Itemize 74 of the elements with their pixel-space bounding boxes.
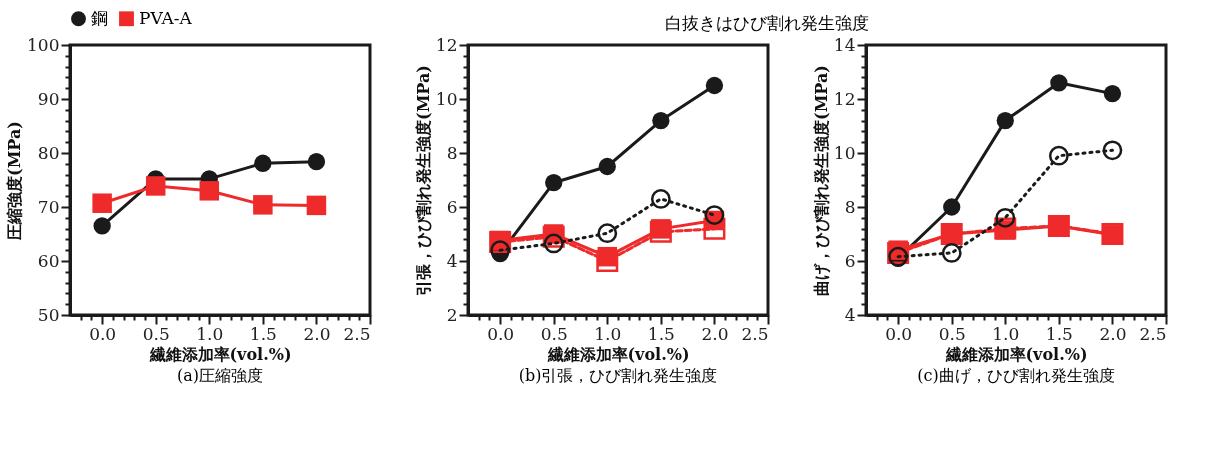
x-tick-label: 2.0	[701, 323, 729, 344]
y-tick-label: 12	[833, 88, 856, 109]
point	[1050, 74, 1068, 92]
y-tick-label: 8	[446, 142, 458, 163]
x-tick-label: 2.5	[741, 323, 769, 344]
x-tick-label: 1.0	[594, 323, 622, 344]
y-tick-label: 8	[844, 196, 856, 217]
y-tick-label: 50	[37, 304, 60, 325]
y-tick-label: 60	[37, 250, 60, 271]
y-tick-label: 6	[446, 196, 458, 217]
point	[705, 76, 724, 95]
legend-label: 鋼	[91, 7, 108, 28]
point	[1103, 84, 1122, 103]
x-tick-label: 0.5	[938, 323, 966, 344]
point	[545, 174, 563, 192]
x-tick-label: 0.0	[885, 323, 913, 344]
point	[1048, 145, 1069, 166]
point	[996, 111, 1014, 130]
y-tick-label: 100	[27, 34, 60, 55]
x-tick-label: 1.5	[647, 323, 675, 344]
legend-label: PVA-A	[139, 7, 193, 28]
y-tick-label: 10	[833, 142, 856, 163]
point	[598, 157, 616, 176]
y-tick-label: 4	[844, 304, 856, 325]
point	[596, 250, 619, 272]
x-tick-label: 1.0	[196, 323, 224, 344]
y-tick-label: 2	[446, 304, 458, 325]
y-tick-label: 12	[435, 34, 458, 55]
point	[307, 153, 326, 171]
point	[543, 233, 564, 254]
point	[93, 217, 111, 235]
point	[943, 198, 961, 216]
point	[253, 195, 273, 215]
text: (a)圧縮強度	[176, 366, 264, 385]
point	[704, 205, 725, 225]
x-tick-label: 2.0	[1099, 323, 1127, 344]
y-tick-label: 70	[37, 196, 60, 217]
point	[703, 217, 726, 240]
y-tick-label: 4	[446, 250, 458, 271]
point	[254, 154, 272, 172]
point	[1102, 140, 1123, 161]
point	[306, 195, 327, 216]
y-axis-title: 曲げ，ひび割れ発生強度(MPa)	[811, 65, 831, 296]
x-tick-label: 0.0	[89, 323, 117, 344]
y-axis-title: 引張，ひび割れ発生強度(MPa)	[413, 65, 433, 296]
x-tick-label: 2.0	[303, 323, 331, 344]
point	[597, 223, 618, 244]
text: (b)引張，ひび割れ発生強度	[518, 366, 718, 385]
y-tick-label: 10	[435, 88, 458, 109]
point	[995, 207, 1016, 228]
y-axis-title: 圧縮強度(MPa)	[5, 121, 25, 241]
x-tick-label: 2.5	[343, 323, 371, 344]
x-tick-label: 2.5	[1139, 323, 1167, 344]
text: 白抜きはひび割れ発生強度	[664, 12, 869, 33]
x-tick-label: 1.5	[249, 323, 277, 344]
y-tick-label: 90	[37, 88, 60, 109]
x-tick-label: 0.0	[487, 323, 515, 344]
x-tick-label: 0.5	[540, 323, 568, 344]
point	[92, 193, 112, 213]
point	[199, 181, 220, 201]
x-tick-label: 1.5	[1045, 323, 1073, 344]
point	[145, 176, 166, 196]
x-axis-title: 繊維添加率(vol.%)	[944, 344, 1088, 364]
x-axis-title: 繊維添加率(vol.%)	[546, 344, 690, 364]
y-tick-label: 6	[844, 250, 856, 271]
x-tick-label: 0.5	[142, 323, 170, 344]
text: (c)曲げ，ひび割れ発生強度	[917, 366, 1115, 385]
point	[652, 111, 670, 130]
x-tick-label: 1.0	[992, 323, 1020, 344]
point	[941, 243, 962, 263]
y-tick-label: 80	[37, 142, 60, 163]
point	[650, 189, 671, 209]
y-tick-label: 14	[833, 34, 856, 55]
x-axis-title: 繊維添加率(vol.%)	[148, 344, 292, 364]
